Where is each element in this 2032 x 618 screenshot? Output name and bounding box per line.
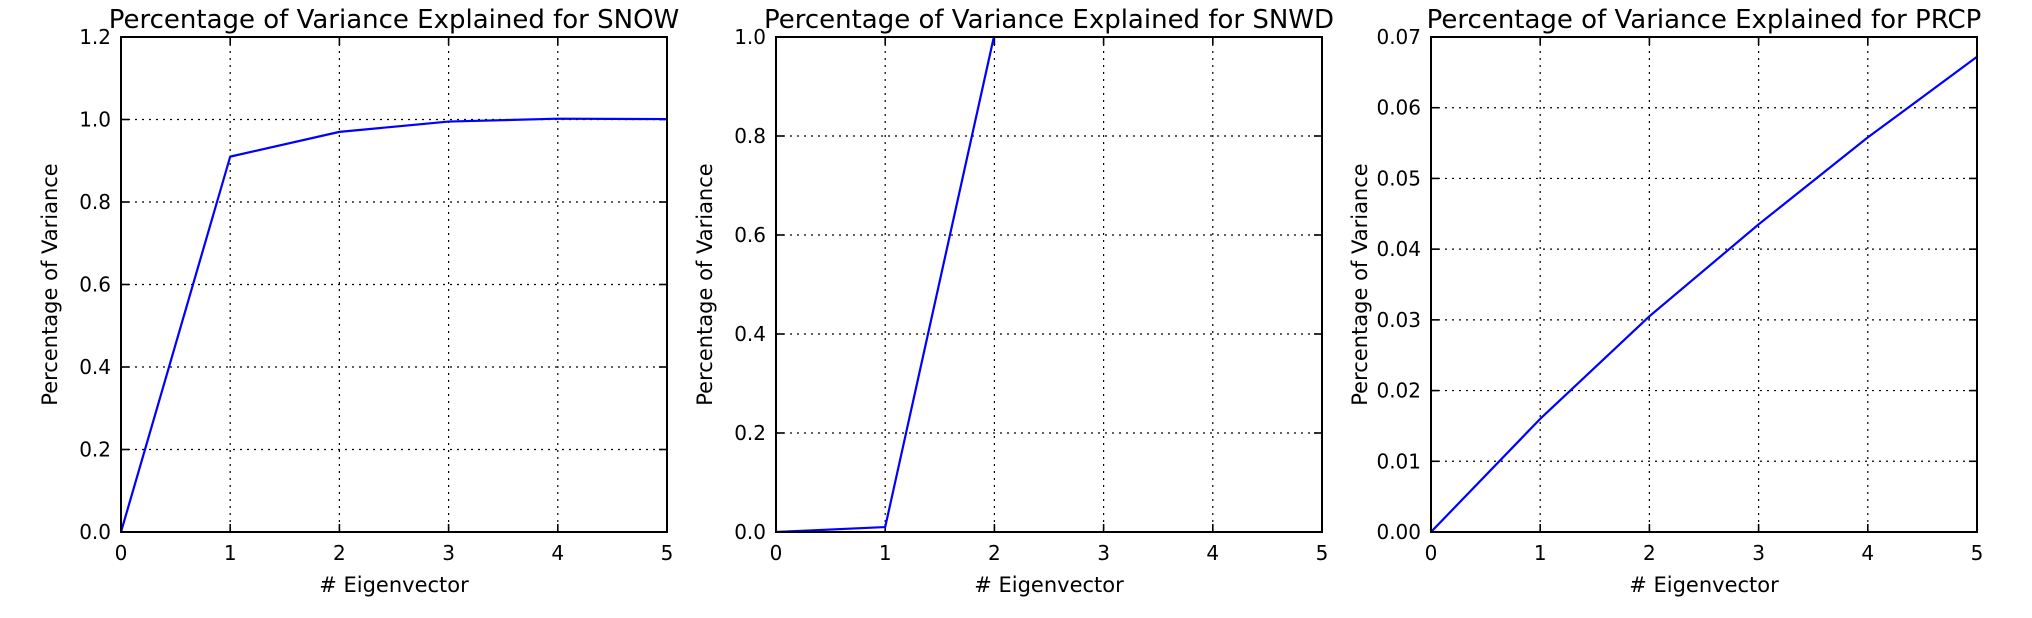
y-tick-label: 0.4 [734,322,766,346]
series-line [776,37,995,532]
x-tick-label: 5 [1971,541,1984,565]
chart-title: Percentage of Variance Explained for SNO… [109,5,680,35]
x-tick-label: 3 [1097,541,1110,565]
y-tick-label: 0.2 [79,438,111,462]
chart-panel-prcp: 0 1 2 3 4 50.000.010.020.030.040.050.060.07Pe… [1348,5,1983,597]
y-tick-label: 0.06 [1376,96,1421,120]
y-tick-label: 0.4 [79,355,111,379]
plot-frame [120,36,668,533]
x-axis-label: # Eigenvector [319,573,469,597]
x-tick-label: 0 [1425,541,1438,565]
y-tick-label: 0.03 [1376,308,1421,332]
y-tick-label: 0.05 [1376,166,1421,190]
x-tick-label: 1 [879,541,892,565]
x-tick-label: 1 [1534,541,1547,565]
y-tick-label: 0.00 [1376,520,1421,544]
chart-title: Percentage of Variance Explained for SNW… [764,5,1334,35]
y-tick-label: 0.2 [734,421,766,445]
x-tick-label: 3 [1752,541,1765,565]
x-tick-label: 5 [661,541,674,565]
x-tick-label: 3 [442,541,455,565]
y-axis-label: Percentage of Variance [693,163,717,405]
x-tick-label: 4 [551,541,564,565]
x-tick-label: 2 [988,541,1001,565]
x-tick-label: 2 [333,541,346,565]
series-line [121,117,667,532]
y-tick-label: 1.0 [79,108,111,132]
y-tick-label: 1.2 [79,25,111,49]
y-axis-label: Percentage of Variance [38,163,62,405]
y-tick-label: 0.6 [734,223,766,247]
y-tick-label: 0.01 [1376,449,1421,473]
x-tick-label: 0 [770,541,783,565]
x-tick-label: 0 [115,541,128,565]
x-axis-label: # Eigenvector [974,573,1124,597]
y-tick-label: 0.02 [1376,379,1421,403]
y-tick-label: 0.0 [734,520,766,544]
plot-frame [1430,36,1978,533]
y-tick-label: 0.07 [1376,25,1421,49]
chart-title: Percentage of Variance Explained for PRC… [1427,5,1982,35]
y-axis-label: Percentage of Variance [1348,163,1372,405]
x-axis-label: # Eigenvector [1629,573,1779,597]
y-tick-label: 0.8 [734,124,766,148]
x-tick-label: 2 [1643,541,1656,565]
x-tick-label: 4 [1206,541,1219,565]
y-tick-label: 0.8 [79,190,111,214]
y-tick-label: 0.6 [79,273,111,297]
y-tick-label: 0.04 [1376,237,1421,261]
x-tick-label: 5 [1316,541,1329,565]
y-tick-label: 0.0 [79,520,111,544]
x-tick-label: 4 [1861,541,1874,565]
plot-frame [775,36,1323,533]
x-tick-label: 1 [224,541,237,565]
y-tick-label: 1.0 [734,25,766,49]
series-line [1431,55,1977,532]
